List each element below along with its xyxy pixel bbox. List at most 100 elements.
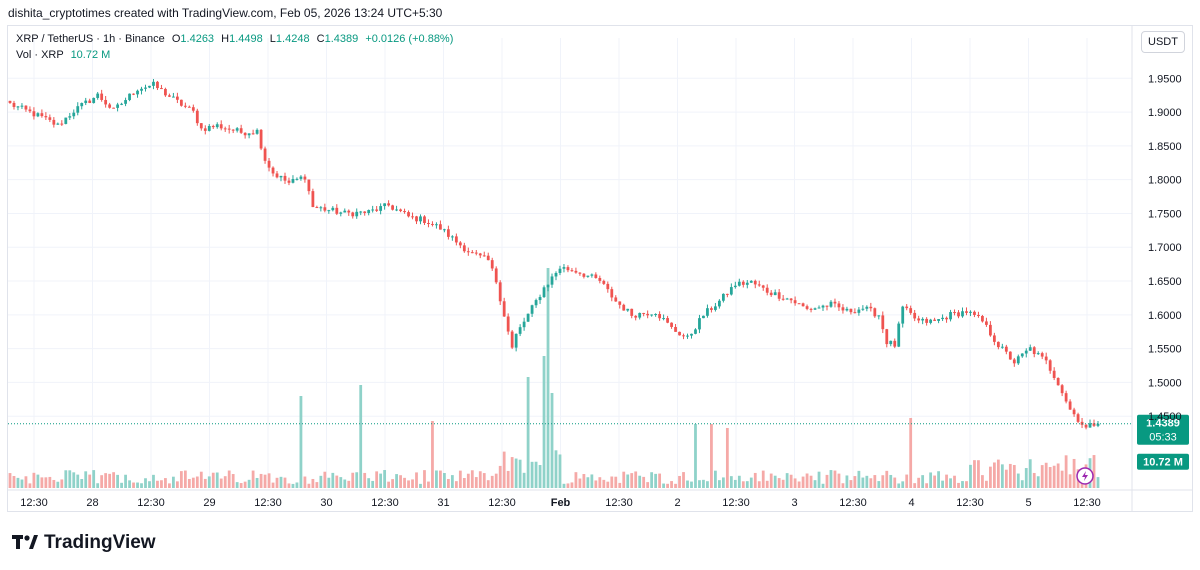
volume-bar <box>678 475 681 488</box>
volume-bar <box>1092 455 1096 488</box>
volume-bar <box>20 479 24 488</box>
volume-bar <box>913 483 917 488</box>
volume-bar <box>618 482 622 488</box>
candle-body <box>319 207 323 209</box>
candle-body <box>383 203 387 207</box>
y-tick-label: 1.7500 <box>1148 208 1182 220</box>
volume-bar <box>977 460 980 488</box>
volume-bar <box>411 479 414 488</box>
volume-bar <box>1012 465 1016 488</box>
candle-body <box>407 212 410 217</box>
candle-body <box>56 123 60 125</box>
volume-bar <box>578 478 582 488</box>
candle-body <box>387 203 391 206</box>
candle-body <box>307 179 311 192</box>
volume-bar <box>403 477 406 488</box>
candle-body <box>1048 360 1052 371</box>
volume-bar <box>175 481 179 488</box>
candle-body <box>614 297 618 302</box>
symbol-name[interactable]: XRP / TetherUS · 1h · Binance <box>16 33 165 45</box>
volume-bar <box>1056 463 1060 488</box>
candle-body <box>909 308 913 313</box>
y-tick-label: 1.7000 <box>1148 242 1182 254</box>
volume-bar <box>849 480 853 488</box>
volume-bar <box>423 470 426 488</box>
candle-body <box>395 209 398 211</box>
candle-body <box>64 117 68 124</box>
volume-label[interactable]: Vol · XRP <box>16 49 64 61</box>
volume-bar <box>789 474 793 488</box>
volume-bar <box>996 459 1000 488</box>
candle-body <box>1000 346 1004 348</box>
candle-body <box>992 335 996 342</box>
volume-bar <box>116 474 119 488</box>
candle-body <box>1028 347 1032 351</box>
candle-body <box>977 314 980 317</box>
candle-body <box>949 312 952 320</box>
volume-bar <box>307 483 311 488</box>
candle-body <box>941 317 944 320</box>
x-tick-label: 12:30 <box>254 497 282 509</box>
candle-body <box>510 331 514 348</box>
price-tag-value: 1.4389 <box>1146 418 1180 430</box>
volume-bar <box>733 479 737 488</box>
axes: 1.9500 1.9000 1.8500 1.8000 1.7500 1.7000 1.65… <box>8 26 1193 511</box>
candle-body <box>562 267 566 269</box>
candle-body <box>702 315 705 319</box>
y-tick-label: 1.5000 <box>1148 377 1182 389</box>
candle-body <box>690 333 693 336</box>
tradingview-logo-icon <box>12 532 38 554</box>
volume-bar <box>602 479 606 488</box>
volume-bar <box>929 472 933 488</box>
x-tick-label: 12:30 <box>371 497 399 509</box>
candle-body <box>710 308 713 310</box>
volume-bar <box>841 483 845 488</box>
x-tick-label: 12:30 <box>137 497 165 509</box>
volume-bar <box>168 483 171 488</box>
volume-bar <box>363 472 367 488</box>
candle-body <box>658 314 662 319</box>
candle-body <box>725 293 729 295</box>
volume-bar <box>395 474 398 488</box>
candle-body <box>72 112 76 117</box>
candle-body <box>522 321 526 328</box>
volume-bar <box>1044 462 1048 488</box>
currency-button[interactable]: USDT <box>1141 31 1185 53</box>
close-label: C <box>316 33 325 45</box>
volume-bar <box>714 470 717 488</box>
candle-body <box>897 323 901 347</box>
volume-bar <box>160 480 163 488</box>
candle-body <box>446 229 450 237</box>
candle-body <box>833 301 837 304</box>
volume-bar <box>443 473 446 488</box>
y-tick-label: 1.8000 <box>1148 175 1182 187</box>
volume-bar <box>12 476 16 488</box>
volume-bar <box>427 481 430 488</box>
volume-bar <box>375 471 379 488</box>
candle-body <box>937 319 940 321</box>
candle-body <box>235 128 239 131</box>
volume-bar <box>809 475 813 488</box>
candle-body <box>371 209 375 211</box>
volume-bar <box>347 480 351 488</box>
volume-bar <box>646 482 650 488</box>
volume-bar <box>606 481 610 488</box>
volume-bar <box>1096 477 1100 488</box>
volume-bar <box>144 478 147 488</box>
candle-body <box>96 93 100 98</box>
volume-legend: Vol · XRP 10.72 M <box>16 49 110 61</box>
candle-body <box>805 306 809 309</box>
volume-bar <box>981 475 984 488</box>
volume-bar <box>992 462 996 488</box>
candle-body <box>347 210 351 213</box>
candle-body <box>861 308 865 310</box>
volume-bar <box>148 481 151 488</box>
volume-bar <box>805 473 809 488</box>
candle-body <box>996 341 1000 348</box>
candle-body <box>917 318 921 321</box>
volume-bar <box>52 479 56 488</box>
volume-bar <box>207 476 211 488</box>
tradingview-logo[interactable]: TradingView <box>12 532 156 554</box>
volume-bar <box>355 472 359 488</box>
